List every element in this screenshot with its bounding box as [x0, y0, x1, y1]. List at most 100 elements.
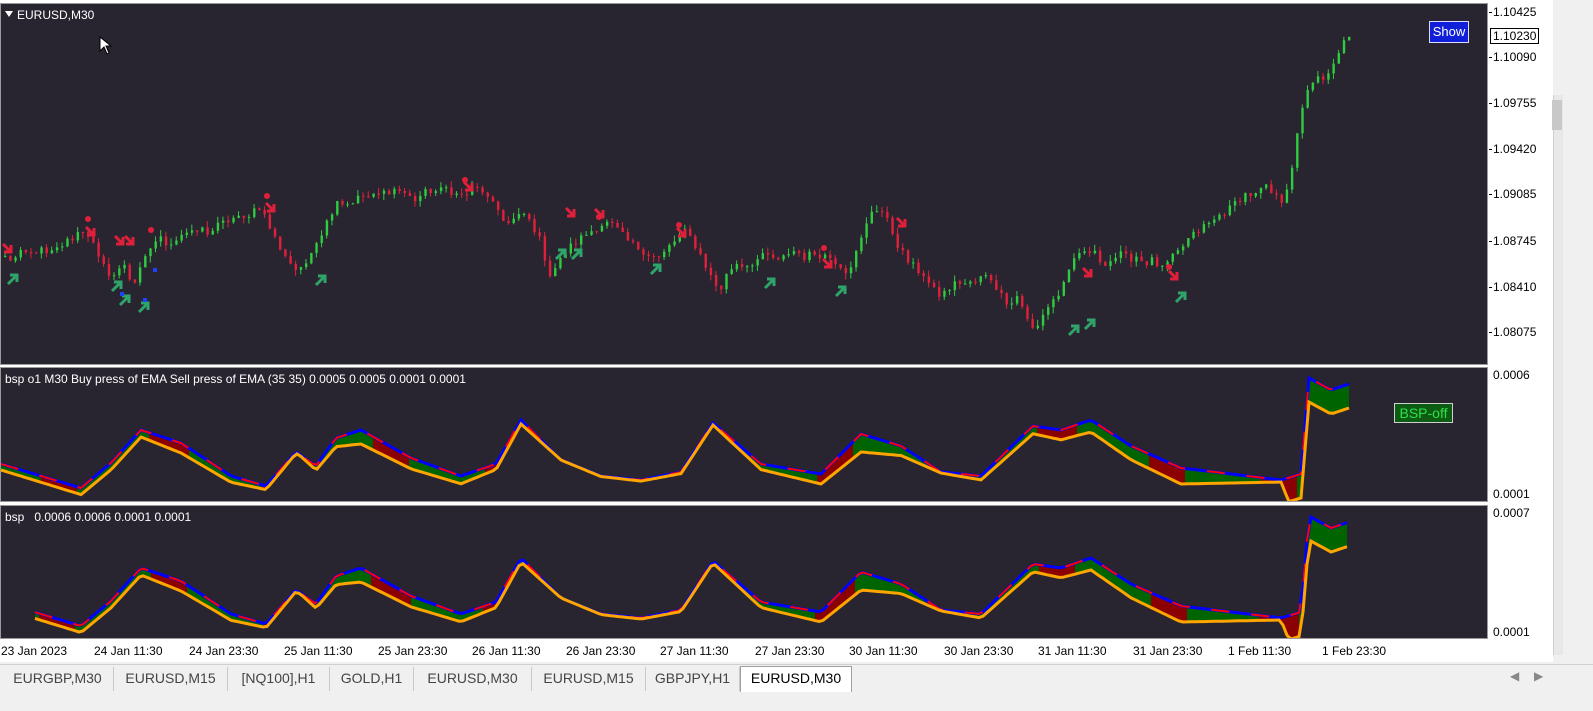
chart-symbol-title[interactable]: EURUSD,M30: [5, 8, 94, 22]
candle-body: [782, 255, 785, 260]
price-chart-pane[interactable]: EURUSD,M30 Show: [0, 3, 1488, 365]
pressure-area: [1047, 566, 1051, 576]
chart-tab[interactable]: EURUSD,M30: [414, 667, 532, 691]
pressure-area: [1211, 609, 1215, 622]
bsp-indicator-pane-1[interactable]: bsp o1 M30 Buy press of EMA Sell press o…: [0, 367, 1488, 502]
pressure-area: [1185, 468, 1189, 484]
pressure-area: [1115, 573, 1119, 590]
pressure-area: [421, 461, 425, 474]
candle-body: [818, 254, 822, 259]
pressure-area: [855, 574, 859, 595]
candle-body: [906, 250, 910, 263]
candle-body: [761, 253, 765, 260]
pressure-area: [1331, 526, 1335, 552]
pressure-area: [1069, 426, 1073, 438]
bsp-indicator-pane-2[interactable]: bsp 0.0006 0.0006 0.0001 0.0001: [0, 505, 1488, 639]
candle-body: [123, 264, 126, 269]
price-label: 1.10425: [1493, 5, 1537, 19]
pressure-area: [1153, 455, 1157, 473]
candle-body: [699, 248, 702, 255]
chart-tab[interactable]: EURUSD,M15: [532, 667, 646, 691]
pressure-area: [1345, 384, 1349, 410]
price-scale[interactable]: 1.10425 1.10090 1.09755 1.09420 1.09085 1.087…: [1489, 3, 1553, 365]
tab-scroll-left-icon[interactable]: ◀: [1510, 669, 1520, 683]
time-axis[interactable]: 23 Jan 2023 24 Jan 11:30 24 Jan 23:30 25 Ja…: [0, 640, 1488, 662]
indicator-2-scale-top: 0.0007: [1493, 506, 1530, 520]
candle-body: [1254, 193, 1257, 197]
candle-body: [258, 208, 261, 210]
bsp-fill: [1, 378, 1349, 501]
buy-arrow-icon: [570, 248, 583, 261]
candle-body: [1327, 73, 1330, 80]
pressure-area: [895, 582, 899, 594]
chart-tab[interactable]: GOLD,H1: [330, 667, 414, 691]
pressure-area: [1165, 460, 1169, 479]
chart-tab[interactable]: GBPJPY,H1: [646, 667, 740, 691]
show-button[interactable]: Show: [1429, 21, 1469, 43]
pressure-area: [361, 430, 365, 446]
pressure-area: [1141, 450, 1145, 467]
buy-arrow-icon: [1067, 324, 1080, 337]
candlestick-chart[interactable]: [1, 4, 1487, 364]
candle-body: [974, 281, 977, 283]
chart-tab[interactable]: EURUSD,M30: [740, 666, 852, 692]
chart-tab[interactable]: EURUSD,M15: [114, 667, 228, 691]
candle-body: [958, 281, 962, 284]
pressure-area: [1177, 466, 1181, 484]
marker-dot: [143, 298, 147, 302]
candle-body: [455, 193, 458, 196]
candle-body: [45, 247, 48, 254]
candle-body: [279, 236, 282, 250]
candle-body: [476, 187, 479, 189]
pressure-area: [809, 472, 813, 483]
buy-arrow-icon: [649, 263, 662, 276]
scrollbar-thumb[interactable]: [1552, 100, 1562, 130]
signal-arrows: [1, 177, 1187, 337]
candle-body: [912, 262, 915, 264]
candle-body: [792, 251, 796, 255]
candle-body: [190, 230, 194, 233]
candle-body: [1000, 289, 1003, 294]
time-axis-label: 24 Jan 23:30: [189, 644, 259, 658]
chart-tab[interactable]: EURGBP,M30: [2, 667, 114, 691]
bsp-off-button[interactable]: BSP-off: [1394, 403, 1453, 423]
candle-body: [642, 249, 645, 255]
pressure-area: [1123, 578, 1127, 595]
pressure-area: [1203, 608, 1207, 622]
candle-body: [1264, 184, 1268, 188]
candle-body: [1316, 76, 1320, 83]
candle-body: [590, 231, 593, 235]
pressure-area: [1285, 477, 1289, 501]
candle-body: [1072, 258, 1076, 270]
pressure-area: [347, 571, 351, 584]
candle-body: [813, 251, 816, 255]
candle-body: [1041, 314, 1045, 326]
candle-body: [839, 264, 842, 268]
collapse-triangle-icon[interactable]: [5, 11, 13, 17]
pressure-area: [1179, 605, 1183, 622]
pressure-area: [897, 444, 901, 456]
candle-body: [694, 236, 697, 249]
pressure-area: [389, 445, 393, 460]
candle-body: [772, 254, 775, 258]
candle-body: [1067, 269, 1071, 283]
pressure-area: [863, 572, 867, 591]
vertical-scrollbar[interactable]: [1553, 95, 1563, 655]
candle-body: [1311, 82, 1315, 90]
pressure-area: [1053, 428, 1057, 439]
candle-body: [97, 242, 100, 257]
price-label: 1.08075: [1493, 325, 1537, 339]
candle-body: [1218, 214, 1221, 220]
sell-arrow-icon: [123, 234, 135, 246]
pressure-area: [431, 603, 435, 615]
pressure-area: [343, 572, 347, 584]
candle-body: [637, 241, 640, 250]
candle-body: [1026, 306, 1029, 319]
sell-arrow-icon: [264, 201, 276, 213]
tab-scroll-right-icon[interactable]: ▶: [1534, 669, 1544, 683]
candle-body: [1244, 193, 1247, 202]
pressure-area: [1171, 601, 1175, 620]
chart-tab[interactable]: [NQ100],H1: [228, 667, 330, 691]
current-price-label: 1.10230: [1490, 28, 1540, 44]
buy-arrow-icon: [834, 285, 847, 298]
